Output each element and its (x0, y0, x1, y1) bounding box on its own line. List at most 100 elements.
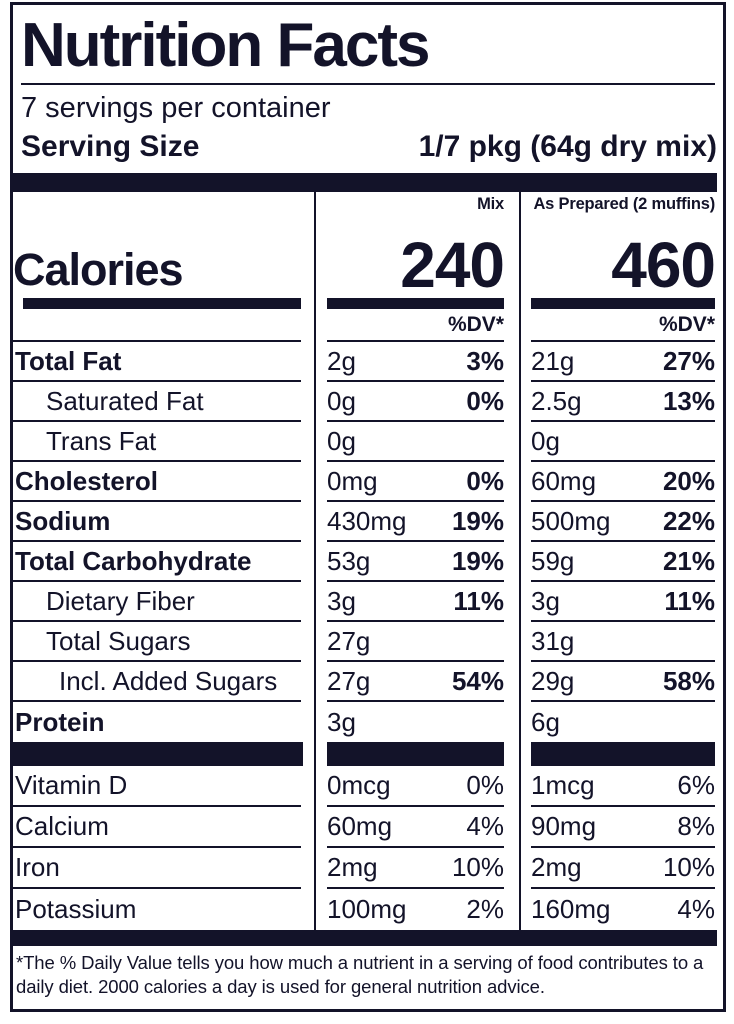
amount-value: 1mcg (531, 770, 595, 800)
amount-value: 0mcg (327, 770, 391, 800)
value-line: 0g (327, 422, 504, 462)
amount-value: 60mg (531, 465, 597, 496)
servings-per-container: 7 servings per container (21, 92, 331, 124)
calories-underbar (23, 298, 301, 309)
value-cell: 27g 54% (314, 662, 519, 702)
value-line: 3g (327, 702, 504, 742)
value-cell: 3g 11% (519, 582, 723, 622)
amount-value: 3g (327, 585, 356, 616)
value-line: 100mg 2% (327, 889, 504, 930)
value-line: 21g 27% (531, 342, 715, 382)
daily-value-percent: 13% (662, 385, 715, 416)
nutrient-name-cell: Trans Fat (13, 422, 314, 462)
separator-bar (327, 742, 504, 766)
calories-value-prepared: 460 (611, 229, 716, 301)
value-cell: 29g 58% (519, 662, 723, 702)
nutrient-name-cell: Iron (13, 848, 314, 889)
nutrient-name-cell: Saturated Fat (13, 382, 314, 422)
amount-value: 0mg (327, 465, 378, 496)
nutrient-name-line: Dietary Fiber (13, 582, 301, 622)
daily-value-percent: 0% (466, 465, 504, 496)
value-line: 2mg 10% (327, 848, 504, 889)
value-line: 27g 54% (327, 662, 504, 702)
nutrient-name-line: Iron (13, 848, 301, 889)
amount-value: 2mg (531, 852, 582, 882)
nutrient-name: Total Fat (15, 345, 122, 376)
serving-size-row: Serving Size 1/7 pkg (64g dry mix) (21, 127, 717, 167)
value-cell: 0g (314, 422, 519, 462)
calories-underbar (531, 298, 715, 309)
nutrient-name: Dietary Fiber (46, 585, 195, 616)
nutrient-name: Total Carbohydrate (15, 545, 252, 576)
nutrient-name: Sodium (15, 505, 111, 536)
serving-size-label: Serving Size (21, 130, 200, 163)
daily-value-percent: 21% (662, 545, 715, 576)
daily-value-percent: 10% (451, 852, 504, 882)
calories-prepared-cell: As Prepared (2 muffins) 460 %DV* (519, 192, 723, 342)
nutrient-name: Total Sugars (46, 625, 191, 656)
separator-bar-cell (13, 742, 314, 766)
amount-value: 430mg (327, 505, 407, 536)
amount-value: 2g (327, 345, 356, 376)
nutrient-name-line: Vitamin D (13, 766, 301, 807)
value-line: 60mg 4% (327, 807, 504, 848)
value-cell: 100mg 2% (314, 889, 519, 930)
calories-label-zone: Calories (13, 220, 301, 294)
nutrient-name-cell: Total Sugars (13, 622, 314, 662)
nutrient-name-cell: Protein (13, 702, 314, 742)
value-line: 500mg 22% (531, 502, 715, 542)
daily-value-percent: 0% (466, 770, 504, 800)
nutrient-name-line: Trans Fat (13, 422, 301, 462)
calories-prepared-zone: 460 (531, 220, 716, 301)
separator-bar-cell (314, 742, 519, 766)
amount-value: 500mg (531, 505, 611, 536)
nutrient-name: Incl. Added Sugars (59, 665, 278, 696)
value-line: 1mcg 6% (531, 766, 715, 807)
daily-value-percent: 22% (662, 505, 715, 536)
daily-value-percent: 19% (451, 505, 504, 536)
value-cell: 6g (519, 702, 723, 742)
value-line: 90mg 8% (531, 807, 715, 848)
nutrient-name-cell: Total Carbohydrate (13, 542, 314, 582)
value-cell: 21g 27% (519, 342, 723, 382)
value-line: 3g 11% (327, 582, 504, 622)
value-cell: 0mcg 0% (314, 766, 519, 807)
nutrient-name: Protein (15, 706, 105, 737)
nutrient-name-line: Calcium (13, 807, 301, 848)
value-cell: 500mg 22% (519, 502, 723, 542)
nutrient-name-cell: Sodium (13, 502, 314, 542)
value-line: 29g 58% (531, 662, 715, 702)
calories-label: Calories (13, 244, 184, 295)
calories-mix-cell: Mix 240 %DV* (314, 192, 519, 342)
separator-bar (531, 742, 715, 766)
amount-value: 21g (531, 345, 575, 376)
nutrient-name-cell: Vitamin D (13, 766, 314, 807)
value-cell: 2mg 10% (314, 848, 519, 889)
amount-value: 100mg (327, 894, 407, 924)
column-header-spacer (13, 192, 301, 220)
label-header: Nutrition Facts 7 servings per container… (13, 5, 723, 167)
value-cell: 0g (519, 422, 723, 462)
daily-value-percent: 58% (662, 665, 715, 696)
value-line: 160mg 4% (531, 889, 715, 930)
nutrient-name-line: Total Fat (13, 342, 301, 382)
value-line: 60mg 20% (531, 462, 715, 502)
column-header-mix: Mix (477, 195, 504, 213)
value-line: 6g (531, 702, 715, 742)
calories-value-mix: 240 (400, 229, 505, 301)
calories-mix-zone: 240 (327, 220, 505, 301)
value-cell: 160mg 4% (519, 889, 723, 930)
dv-header-spacer (13, 309, 301, 342)
value-line: 31g (531, 622, 715, 662)
nutrient-name-cell: Dietary Fiber (13, 582, 314, 622)
nutrient-name-line: Cholesterol (13, 462, 301, 502)
separator-bar (13, 742, 303, 766)
nutrient-name-cell: Cholesterol (13, 462, 314, 502)
nutrition-table: Calories Mix 240 %DV* As Prepared (2 muf… (13, 192, 723, 930)
nutrient-name: Vitamin D (15, 770, 128, 800)
value-cell: 53g 19% (314, 542, 519, 582)
daily-value-percent: 19% (451, 545, 504, 576)
value-cell: 3g (314, 702, 519, 742)
nutrient-name-cell: Total Fat (13, 342, 314, 382)
value-line: 2g 3% (327, 342, 504, 382)
